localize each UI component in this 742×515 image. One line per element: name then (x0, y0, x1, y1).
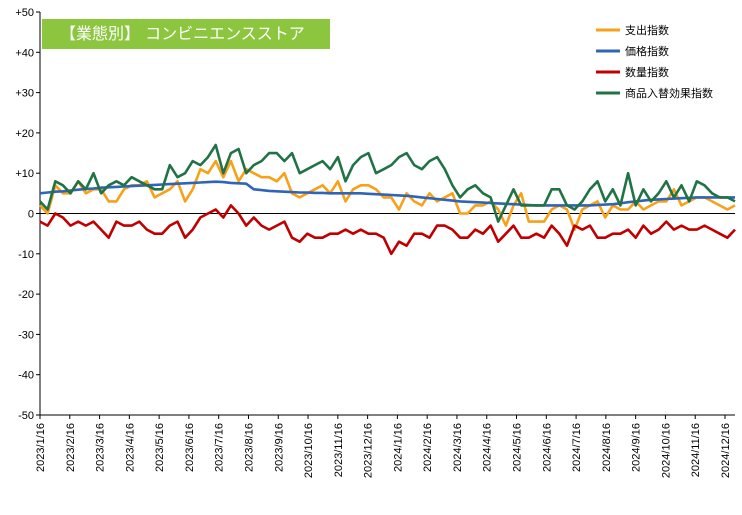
x-tick-label: 2023/9/16 (273, 423, 285, 472)
x-tick-label: 2023/3/16 (95, 423, 107, 472)
x-tick-label: 2023/1/16 (35, 423, 47, 472)
x-tick-label: 2024/5/16 (512, 423, 524, 472)
y-tick-label: 0 (28, 209, 34, 221)
x-tick-label: 2023/6/16 (184, 423, 196, 472)
x-tick-label: 2024/1/16 (392, 423, 404, 472)
axes-layer: +50 +40 +30 +20 +10 0 -10 -20 -30 -40 -502023/1/16… (15, 7, 735, 478)
chart-title: 【業態別】 コンビニエンスストア (42, 19, 330, 49)
y-tick-label: +50 (15, 7, 34, 19)
series-line-1 (39, 159, 736, 231)
x-tick-label: 2024/8/16 (601, 423, 613, 472)
x-tick-label: 2024/3/16 (452, 423, 464, 472)
series-layer (39, 143, 736, 256)
x-tick-label: 2024/6/16 (541, 423, 553, 472)
y-tick-label: +20 (15, 128, 34, 140)
legend-label-2: 価格指数 (625, 44, 669, 58)
x-tick-label: 2023/10/16 (303, 423, 315, 478)
x-tick-label: 2023/5/16 (154, 423, 166, 472)
y-tick-label: +30 (15, 88, 34, 100)
x-tick-label: 2023/7/16 (214, 423, 226, 472)
y-tick-label: -40 (18, 370, 34, 382)
legend-label-1: 支出指数 (625, 23, 669, 37)
x-tick-label: 2023/12/16 (363, 423, 375, 478)
legend-label-3: 数量指数 (625, 65, 669, 79)
y-tick-label: -50 (18, 410, 34, 422)
x-tick-label: 2024/4/16 (482, 423, 494, 472)
x-tick-label: 2023/4/16 (124, 423, 136, 472)
x-tick-label: 2024/7/16 (571, 423, 583, 472)
x-tick-label: 2024/2/16 (422, 423, 434, 472)
x-tick-label: 2024/9/16 (631, 423, 643, 472)
legend-label-4: 商品入替効果指数 (625, 86, 713, 100)
y-tick-label: +40 (15, 47, 34, 59)
x-tick-label: 2024/12/16 (720, 423, 732, 478)
x-tick-label: 2023/2/16 (65, 423, 77, 472)
series-line-4 (39, 143, 736, 223)
series-line-3 (39, 204, 736, 256)
y-tick-label: -30 (18, 329, 34, 341)
y-tick-label: -10 (18, 249, 34, 261)
x-tick-label: 2023/8/16 (243, 423, 255, 472)
x-tick-label: 2024/10/16 (660, 423, 672, 478)
x-tick-label: 2024/11/16 (690, 423, 702, 477)
y-tick-label: +10 (15, 168, 34, 180)
y-tick-label: -20 (18, 289, 34, 301)
x-tick-label: 2023/11/16 (333, 423, 345, 477)
